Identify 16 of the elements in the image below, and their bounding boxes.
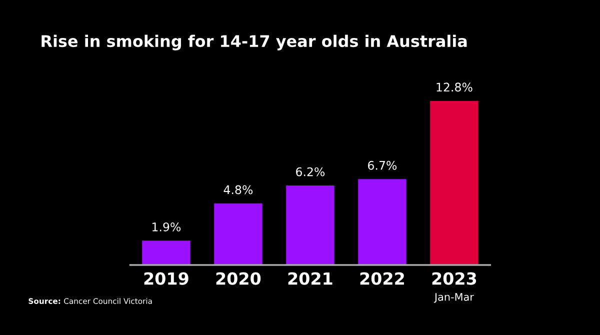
x-tick-label: 2023 Jan-Mar — [432, 272, 476, 303]
x-tick-label: 2021 — [288, 272, 332, 285]
data-label: 6.2% — [296, 167, 325, 176]
bar — [214, 203, 262, 265]
chart-title: Rise in smoking for 14-17 year olds in Australia — [42, 34, 467, 50]
data-label: 4.8% — [224, 185, 253, 194]
x-tick-label: 2019 — [144, 272, 188, 285]
bar — [142, 240, 190, 265]
bar — [358, 179, 406, 265]
data-label: 12.8% — [436, 82, 472, 92]
bar — [430, 100, 478, 265]
x-tick-label: 2022 — [360, 272, 404, 285]
data-label: 6.7% — [368, 160, 397, 170]
bar — [286, 185, 334, 265]
x-tick-label: 2020 — [216, 272, 261, 285]
data-label: 1.9% — [152, 222, 181, 232]
